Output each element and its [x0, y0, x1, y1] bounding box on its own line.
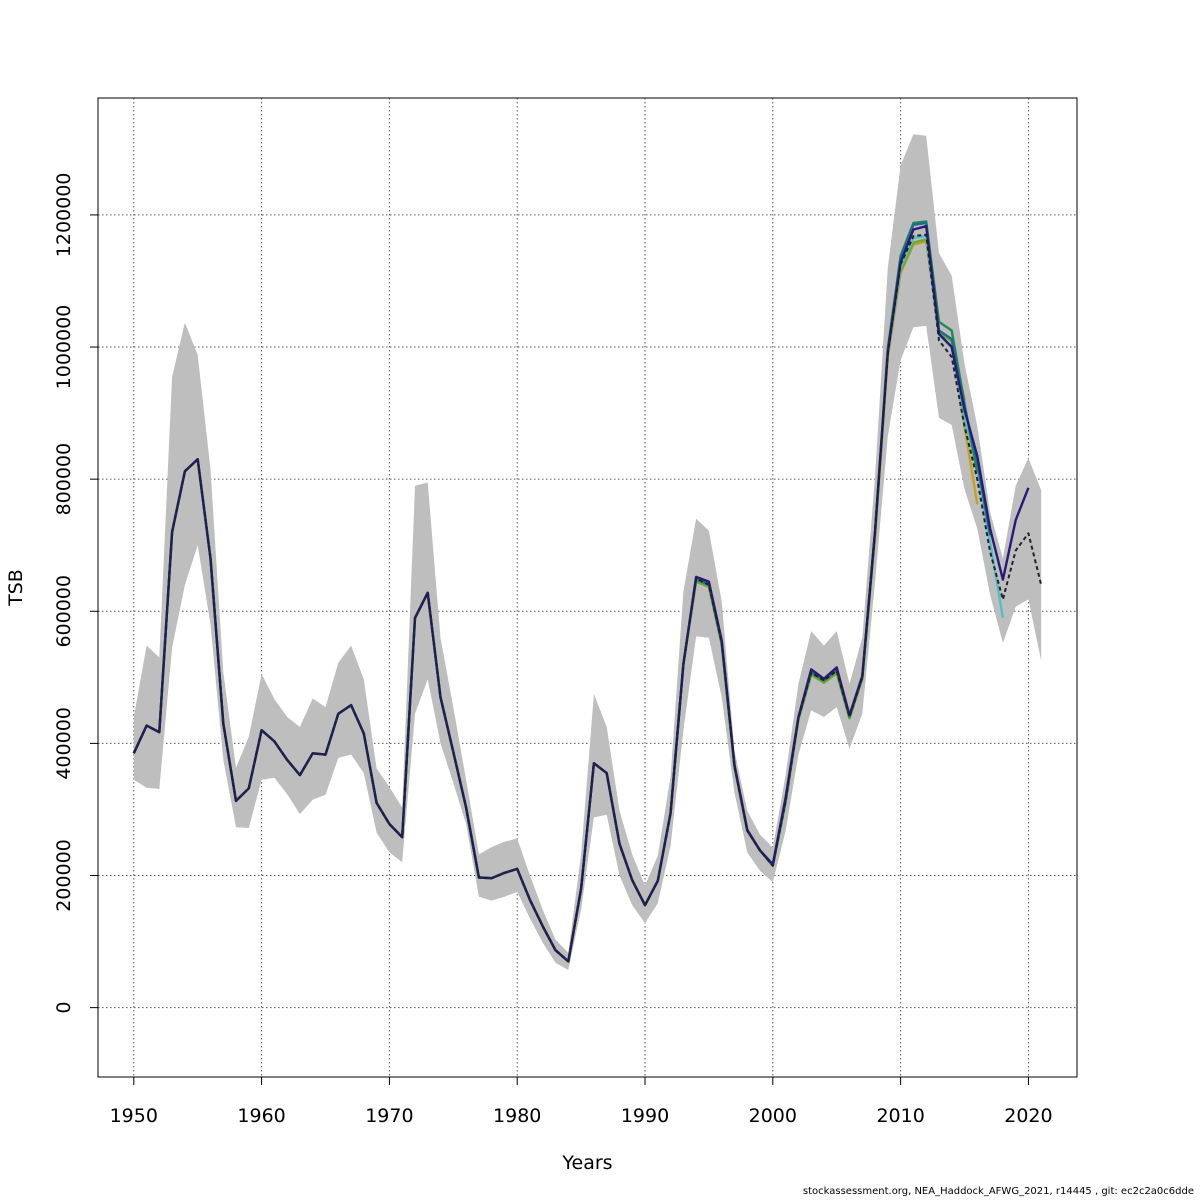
series-line: [132, 220, 979, 963]
x-tick-label: 2020: [1004, 1105, 1052, 1127]
y-axis-title: TSB: [5, 569, 27, 607]
y-tick-label: 1200000: [53, 173, 75, 258]
axis-ticks: 1950 1960 1970 1980 1990 2000 2010 2020 0 200000 4…: [53, 173, 1053, 1127]
x-tick-label: 1950: [110, 1105, 158, 1127]
x-tick-label: 1960: [237, 1105, 285, 1127]
series-line: [132, 233, 1043, 963]
x-tick-label: 1980: [493, 1105, 541, 1127]
x-tick-label: 1990: [621, 1105, 669, 1127]
y-tick-label: 0: [53, 1002, 75, 1014]
x-axis-title: Years: [561, 1152, 612, 1174]
series-line: [132, 240, 979, 963]
x-tick-label: 2000: [749, 1105, 797, 1127]
x-tick-label: 2010: [876, 1105, 924, 1127]
y-tick-label: 400000: [53, 707, 75, 780]
source-credit: stockassessment.org, NEA_Haddock_AFWG_20…: [802, 1186, 1194, 1197]
y-tick-label: 600000: [53, 575, 75, 648]
y-tick-label: 1000000: [53, 305, 75, 390]
x-tick-label: 1970: [365, 1105, 413, 1127]
y-tick-label: 800000: [53, 443, 75, 516]
series-line: [132, 221, 992, 963]
confidence-band-group: [133, 134, 1042, 971]
confidence-band: [133, 134, 1042, 971]
series-lines-group: [132, 220, 1043, 963]
y-tick-label: 200000: [53, 839, 75, 912]
series-line: [132, 238, 966, 963]
